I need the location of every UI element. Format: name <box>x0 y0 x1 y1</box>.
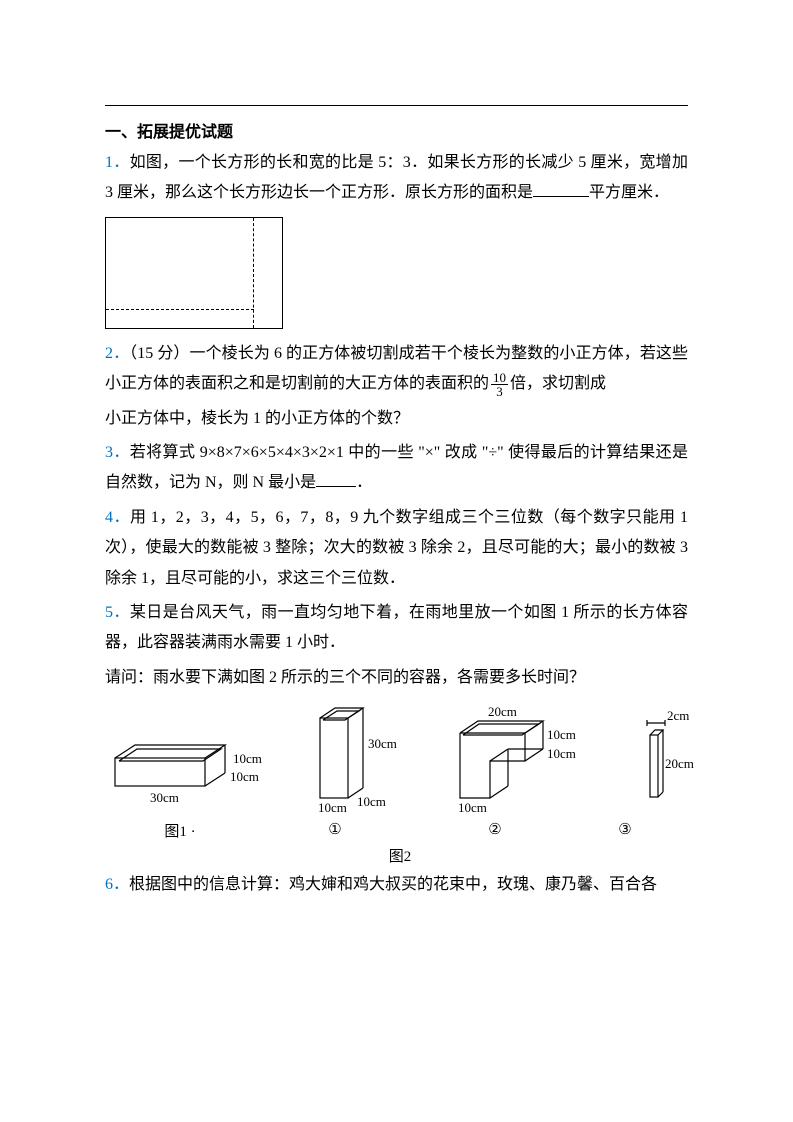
q5-text-a: 某日是台风天气，雨一直均匀地下着，在雨地里放一个如图 1 所示的长方体容器，此容… <box>105 604 688 651</box>
q5-label-fig2: 图2 <box>105 845 695 866</box>
q5-box1-d: 10cm <box>230 769 259 784</box>
question-1: 1．如图，一个长方形的长和宽的比是 5：3．如果长方形的长减少 5 厘米，宽增加… <box>105 148 688 209</box>
q5-label-fig1: 图1 · <box>105 820 255 841</box>
q5-figure: 10cm 10cm 30cm 30cm 10cm 10cm <box>105 703 695 866</box>
q5-c2-s2: 10cm <box>547 746 576 761</box>
q1-figure-rect <box>105 217 283 329</box>
q5-box1-h: 10cm <box>233 751 262 766</box>
q3-text-a: 若将算式 9×8×7×6×5×4×3×2×1 中的一些 "×" 改成 "÷" 使… <box>105 444 688 491</box>
section-title: 一、拓展提优试题 <box>105 118 688 142</box>
q1-figure <box>105 217 285 329</box>
q5-c1-b1: 10cm <box>318 800 347 815</box>
question-6: 6．根据图中的信息计算：鸡大婶和鸡大叔买的花束中，玫瑰、康乃馨、百合各 <box>105 870 688 900</box>
page-content: 一、拓展提优试题 1．如图，一个长方形的长和宽的比是 5：3．如果长方形的长减少… <box>105 105 688 904</box>
q5-svg: 10cm 10cm 30cm 30cm 10cm 10cm <box>105 703 695 818</box>
q5-c2-base: 10cm <box>458 800 487 815</box>
q5-box1-w: 30cm <box>150 790 179 805</box>
q5-c2-top: 20cm <box>488 704 517 719</box>
q5-c3-w: 2cm <box>667 708 689 723</box>
q5-c1-b2: 10cm <box>357 794 386 809</box>
q2-number: 2． <box>105 345 129 362</box>
q5-c1-h: 30cm <box>368 736 397 751</box>
q5-c3-h: 20cm <box>665 756 694 771</box>
q5-c1 <box>320 708 363 798</box>
q5-labels-row: 图1 · ① ② ③ <box>105 820 695 841</box>
q6-text: 根据图中的信息计算：鸡大婶和鸡大叔买的花束中，玫瑰、康乃馨、百合各 <box>129 876 657 893</box>
q2-mid: 倍，求切割成 <box>510 375 606 392</box>
q5-box1 <box>115 745 225 786</box>
q5-c3 <box>647 720 665 797</box>
q6-number: 6． <box>105 876 129 893</box>
question-2-line2: 小正方体中，棱长为 1 的小正方体的个数？ <box>105 404 688 434</box>
q2-frac-num: 10 <box>491 371 508 385</box>
question-2-line1: 2．（15 分）一个棱长为 6 的正方体被切割成若干个棱长为整数的小正方体，若这… <box>105 339 688 400</box>
q5-c2 <box>460 721 543 798</box>
q1-blank <box>533 180 589 197</box>
q2-fraction: 103 <box>491 371 508 398</box>
q5-label-c2: ② <box>415 820 575 841</box>
q1-figure-dash-vertical <box>253 218 254 328</box>
question-5-a: 5．某日是台风天气，雨一直均匀地下着，在雨地里放一个如图 1 所示的长方体容器，… <box>105 598 688 659</box>
q3-text-b: ． <box>356 474 372 491</box>
q1-number: 1． <box>105 154 130 171</box>
question-4: 4．用 1，2，3，4，5，6，7，8，9 九个数字组成三个三位数（每个数字只能… <box>105 503 688 594</box>
question-5-b: 请问：雨水要下满如图 2 所示的三个不同的容器，各需要多长时间？ <box>105 663 688 693</box>
q3-blank <box>316 470 356 487</box>
q4-text: 用 1，2，3，4，5，6，7，8，9 九个数字组成三个三位数（每个数字只能用 … <box>105 509 688 587</box>
q1-text-b: 平方厘米． <box>589 184 669 201</box>
q5-c2-s1: 10cm <box>547 727 576 742</box>
q5-label-c1: ① <box>255 820 415 841</box>
q4-number: 4． <box>105 509 130 526</box>
q1-figure-dash-horizontal <box>106 309 254 310</box>
q5-number: 5． <box>105 604 130 621</box>
q2-frac-den: 3 <box>491 385 508 398</box>
q5-label-c3: ③ <box>575 820 675 841</box>
q3-number: 3． <box>105 444 130 461</box>
question-3: 3．若将算式 9×8×7×6×5×4×3×2×1 中的一些 "×" 改成 "÷"… <box>105 438 688 499</box>
top-rule <box>105 105 688 106</box>
